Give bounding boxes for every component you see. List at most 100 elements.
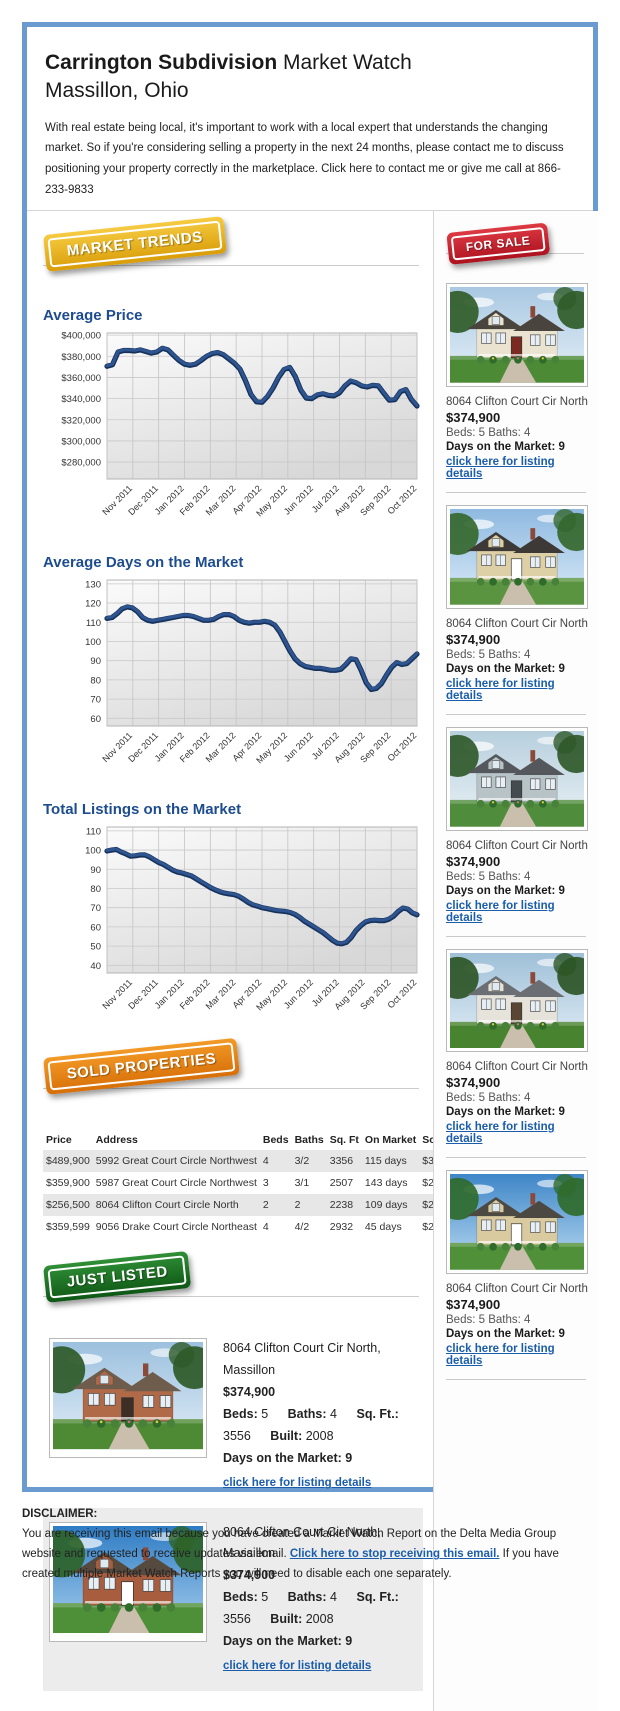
listing-price: $374,900 (446, 631, 501, 647)
avg-price-heading: Average Price (43, 307, 143, 325)
table-row: $256,500 8064 Clifton Court Circle North 2… (43, 1194, 477, 1217)
divider (446, 1378, 586, 1380)
for-sale-sidebar: FOR SALE 8064 Clifton Court Cir North $3… (433, 211, 598, 1711)
avg-days-heading: Average Days on the Market (43, 554, 244, 572)
title-suffix: Market Watch (277, 51, 412, 74)
main-column: MARKET TRENDS Average Price $400,000 $380… (27, 211, 477, 1710)
divider (446, 935, 586, 937)
sold-properties-table: Price Address Beds Baths Sq. Ft On Marke… (43, 1130, 477, 1238)
col-address: Address (95, 1134, 138, 1147)
total-listings-heading: Total Listings on the Market (43, 801, 242, 819)
email-frame: Carrington Subdivision Market Watch Mass… (22, 22, 598, 1711)
beds-baths: Beds: 5 Baths: 4 (446, 648, 531, 661)
listing-details-link[interactable]: click here for listing details (446, 1342, 555, 1367)
market-trends-banner: MARKET TRENDS (43, 216, 227, 273)
listing-details-link[interactable]: click here for listing details (446, 899, 555, 924)
unsubscribe-link[interactable]: Click here to stop receiving this email. (289, 1548, 500, 1561)
col-beds: Beds (262, 1134, 289, 1147)
divider (446, 1157, 586, 1159)
days-on-market: Days on the Market: 9 (446, 1106, 565, 1119)
svg-text:100: 100 (85, 637, 101, 648)
svg-text:120: 120 (85, 599, 101, 610)
listing-price: $374,900 (446, 1075, 501, 1091)
svg-text:100: 100 (85, 846, 101, 857)
total-listings-chart: 110 100 90 80 70 60 50 40 Nov 2011 Dec 2011 Jan 20… (43, 822, 423, 1034)
listing-photo[interactable] (446, 1170, 588, 1274)
listing-details-link[interactable]: click here for listing details (223, 1476, 372, 1489)
listing-photo[interactable] (446, 948, 588, 1053)
divider (446, 492, 586, 494)
sidebar-listing: 8064 Clifton Court Cir North $374,900 Be… (446, 948, 588, 1159)
listing-address: 8064 Clifton Court Cir North (446, 1061, 588, 1074)
listing-price: $374,900 (223, 1385, 276, 1400)
listing-address: 8064 Clifton Court Cir North (446, 1282, 588, 1295)
for-sale-banner: FOR SALE (446, 223, 550, 266)
svg-text:$320,000: $320,000 (61, 416, 101, 427)
svg-text:110: 110 (86, 618, 101, 629)
svg-text:80: 80 (90, 676, 101, 687)
listing-price: $374,900 (446, 410, 501, 426)
disclaimer-text-before: You are receiving this email because you… (22, 1528, 557, 1561)
avg-price-chart: $400,000 $380,000 $360,000 $340,000 $320,000… (43, 328, 423, 540)
sold-properties-banner: SOLD PROPERTIES (43, 1038, 240, 1096)
intro-paragraph: With real estate being local, it's impor… (45, 121, 564, 196)
disclaimer-heading: DISCLAIMER: (22, 1508, 98, 1520)
svg-text:60: 60 (90, 714, 101, 725)
listing-address: 8064 Clifton Court Cir North (446, 396, 588, 409)
beds-baths: Beds: 5 Baths: 4 (446, 1092, 531, 1105)
divider (43, 1088, 419, 1090)
listing-details-link[interactable]: click here for listing details (223, 1659, 372, 1672)
email-header: Carrington Subdivision Market Watch Mass… (27, 27, 593, 210)
market-trends-label: MARKET TRENDS (47, 221, 223, 268)
divider (446, 713, 586, 715)
for-sale-label: FOR SALE (450, 227, 546, 261)
content-columns: MARKET TRENDS Average Price $400,000 $380… (27, 210, 598, 1711)
listing-details-link[interactable]: click here for listing details (446, 456, 555, 481)
listing-photo[interactable] (446, 283, 588, 388)
subdivision-name: Carrington Subdivision (45, 51, 278, 74)
divider (43, 265, 419, 267)
listing-details-link[interactable]: click here for listing details (446, 1121, 555, 1146)
sold-properties-banner-row: SOLD PROPERTIES (43, 1038, 423, 1116)
listing-address: 8064 Clifton Court Cir North, Massillon (223, 1524, 381, 1561)
svg-text:70: 70 (90, 695, 101, 706)
avg-days-chart: 130 120 110 100 90 80 70 60 Nov 2011 Dec 2011 Jan … (43, 575, 423, 787)
listing-address: 8064 Clifton Court Cir North, Massillon (223, 1341, 381, 1378)
listing-photo[interactable] (446, 505, 588, 609)
svg-text:70: 70 (90, 904, 101, 915)
beds-baths: Beds: 5 Baths: 4 (446, 870, 531, 883)
svg-text:$380,000: $380,000 (61, 352, 101, 363)
listing-price: $374,900 (223, 1568, 276, 1583)
svg-text:110: 110 (86, 827, 101, 838)
col-baths: Baths (294, 1134, 324, 1147)
listing-photo[interactable] (38, 1338, 216, 1459)
svg-text:90: 90 (90, 865, 101, 876)
listing-specs: Beds: 5 Baths: 4 Sq. Ft.: 3556 Built: 20… (223, 1407, 399, 1443)
listing-specs: Beds: 5 Baths: 4 Sq. Ft.: 3556 Built: 20… (223, 1590, 399, 1627)
beds-baths: Beds: 5 Baths: 4 (446, 427, 531, 440)
listing-photo[interactable] (446, 726, 588, 831)
svg-text:$400,000: $400,000 (61, 331, 101, 342)
divider (43, 1296, 419, 1298)
days-on-market: Days on the Market: 9 (446, 441, 565, 454)
sidebar-listing: 8064 Clifton Court Cir North $374,900 Be… (446, 726, 588, 937)
col-price: Price (46, 1134, 72, 1147)
market-trends-banner-row: MARKET TRENDS (43, 216, 423, 293)
table-row: $359,900 5987 Great Court Circle Northwes… (46, 1177, 466, 1190)
listing-price: $374,900 (446, 853, 501, 869)
sidebar-listing: 8064 Clifton Court Cir North $374,900 Be… (446, 283, 588, 494)
col-onmarket: On Market (364, 1134, 417, 1147)
just-listed-label: JUST LISTED (47, 1255, 188, 1299)
svg-text:130: 130 (85, 580, 101, 591)
sold-properties-label: SOLD PROPERTIES (47, 1042, 236, 1091)
svg-text:60: 60 (90, 923, 101, 934)
table-row: $489,900 5992 Great Court Circle Northwes… (43, 1150, 477, 1173)
days-on-market: Days on the Market: 9 (446, 1327, 565, 1340)
disclaimer-text-after: If you have created multiple Market Watc… (22, 1548, 559, 1581)
svg-text:90: 90 (90, 657, 101, 668)
listing-details-link[interactable]: click here for listing details (446, 677, 555, 702)
svg-text:$340,000: $340,000 (61, 395, 101, 406)
disclaimer: DISCLAIMER: You are receiving this email… (22, 1504, 598, 1585)
sidebar-listing: 8064 Clifton Court Cir North $374,900 Be… (446, 505, 588, 715)
days-on-market: Days on the Market: 9 (446, 884, 565, 897)
